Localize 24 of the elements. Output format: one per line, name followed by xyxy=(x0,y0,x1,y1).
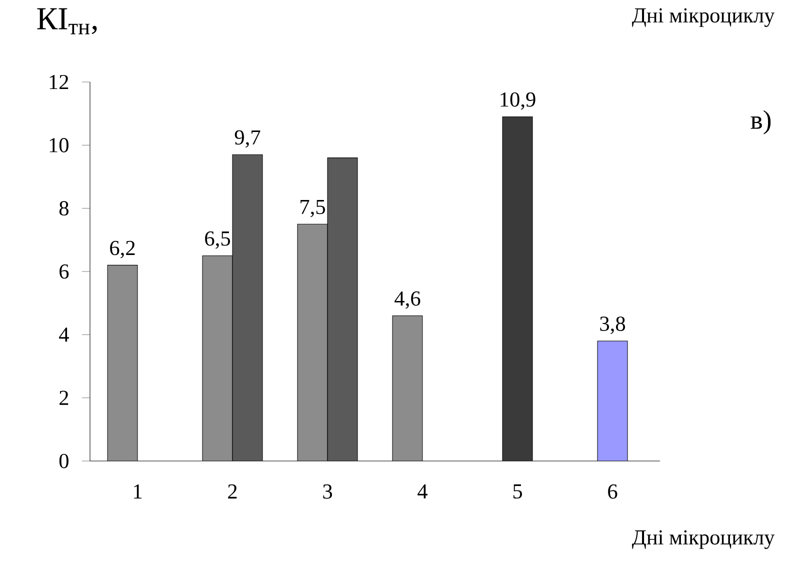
y-tick-label: 2 xyxy=(60,390,68,405)
data-label: 7,5 xyxy=(300,200,325,218)
data-label: 3,8 xyxy=(600,316,626,334)
data-label: 4,6 xyxy=(394,291,420,309)
y-tick-label: 4 xyxy=(59,328,69,342)
data-label: 9,7 xyxy=(234,130,260,148)
x-tick-label: 5 xyxy=(513,484,522,499)
y-tick-label: 0 xyxy=(59,454,68,468)
x-axis-title: Дні мікроциклу xyxy=(632,530,775,549)
data-label: 10,9 xyxy=(500,92,536,110)
x-tick-label: 2 xyxy=(228,484,237,499)
y-tick-label: 6 xyxy=(60,264,69,279)
text: в) xyxy=(750,110,771,134)
y-tick-label: 12 xyxy=(50,74,68,90)
y-tick-label: 10 xyxy=(50,138,68,152)
y-axis-title: КІ$_{тн}$, xyxy=(37,8,97,34)
data-label: 6,2 xyxy=(110,240,135,258)
x-tick-label: 6 xyxy=(608,484,618,499)
x-tick-label: 1 xyxy=(134,484,142,498)
x-tick-label: 4 xyxy=(418,484,428,498)
data-label: 6,5 xyxy=(205,231,230,249)
text: Дні мікроциклу xyxy=(632,8,775,27)
y-tick-label: 8 xyxy=(59,201,68,216)
x-tick-label: 3 xyxy=(323,484,332,499)
